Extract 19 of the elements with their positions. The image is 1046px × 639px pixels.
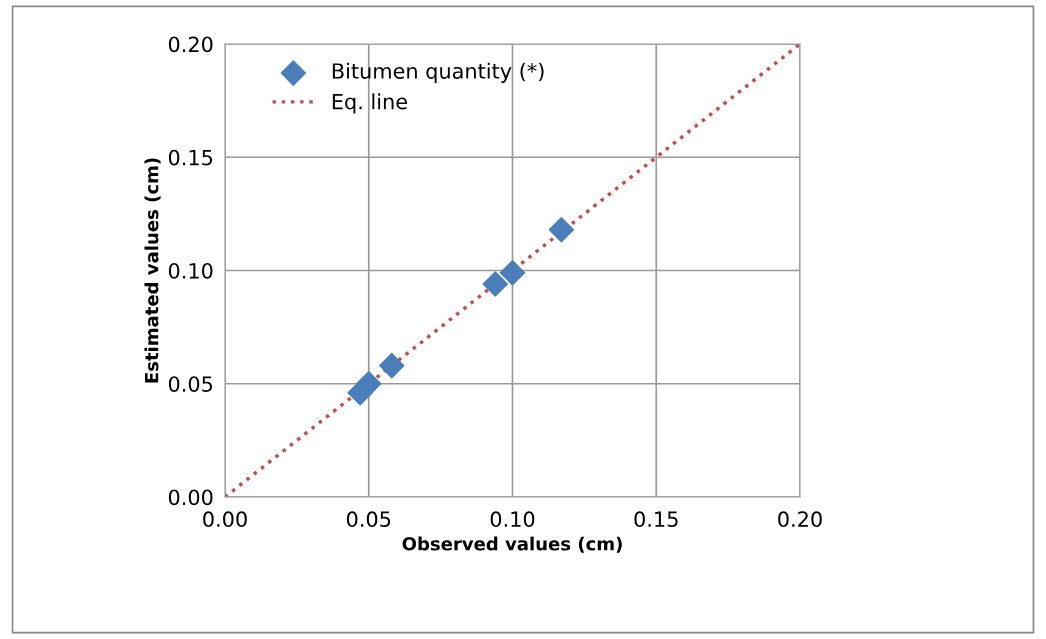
- y-axis-title: Estimated values (cm): [144, 158, 161, 383]
- x-tick-label: 0.05: [346, 511, 391, 528]
- x-tick-label: 0.15: [634, 511, 678, 528]
- x-tick-label: 0.00: [203, 511, 247, 528]
- x-tick-label: 0.20: [778, 511, 822, 528]
- legend-label: Eq. line: [332, 93, 407, 114]
- point: [356, 371, 382, 397]
- point: [379, 352, 405, 379]
- x-axis-title: Observed values (cm): [402, 536, 622, 553]
- point: [548, 217, 575, 243]
- x-tick-label: 0.10: [490, 511, 535, 528]
- y-tick-label: 0.20: [168, 36, 213, 53]
- y-tick-label: 0.00: [168, 489, 213, 506]
- y-tick-label: 0.10: [168, 262, 213, 279]
- y-tick-label: 0.15: [168, 149, 213, 166]
- point: [499, 260, 526, 286]
- legend-label: Bitumen quantity (*): [332, 62, 544, 83]
- y-tick-label: 0.05: [168, 376, 213, 392]
- point: [482, 271, 508, 297]
